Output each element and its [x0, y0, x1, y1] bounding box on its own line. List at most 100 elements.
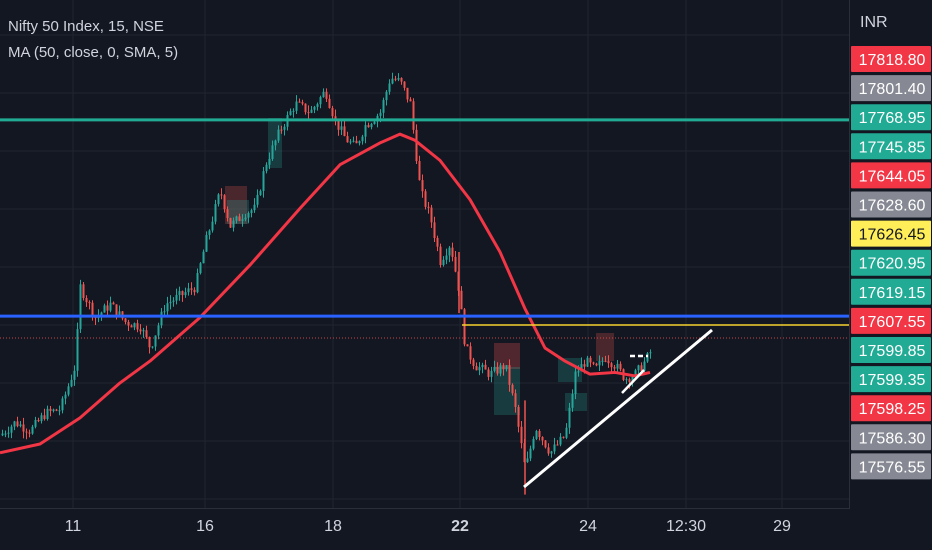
candle-body [232, 220, 235, 228]
candle-body [388, 83, 391, 92]
candle-body [517, 406, 520, 427]
candle-body [472, 359, 475, 366]
price-label-text: 17628.60 [859, 198, 926, 215]
candle-body [265, 164, 268, 172]
candle-body [64, 394, 67, 399]
candle-body [142, 330, 145, 332]
candle-body [28, 432, 31, 434]
candle-body [331, 107, 334, 117]
candle-body [109, 302, 112, 311]
candle-body [1, 433, 4, 436]
candle-body [292, 110, 295, 112]
candle-body [247, 213, 250, 218]
candle-body [163, 311, 166, 313]
candle-body [241, 219, 244, 221]
candle-body [271, 145, 274, 159]
grid [0, 0, 849, 508]
candle-body [403, 81, 406, 88]
time-label: 16 [196, 518, 214, 535]
candle-body [574, 371, 577, 395]
candle-body [448, 247, 451, 256]
candle-body [310, 109, 313, 113]
candle-body [280, 129, 283, 131]
candle-body [463, 309, 466, 345]
candle-body [400, 78, 403, 82]
price-label-text: 17745.85 [859, 139, 926, 156]
candle-body [394, 78, 397, 80]
candle-body [487, 369, 490, 377]
candle-body [283, 126, 286, 130]
candle-body [343, 126, 346, 137]
candle-body [46, 408, 49, 420]
candle-body [640, 365, 643, 371]
candle-body [385, 91, 388, 101]
candle-body [445, 255, 448, 260]
moving-average [0, 132, 651, 455]
candle-body [181, 291, 184, 296]
candle-body [16, 421, 19, 427]
candle-body [595, 363, 598, 366]
candle-body [307, 112, 310, 114]
candle-body [598, 360, 601, 366]
candle-body [328, 98, 331, 108]
candle-body [544, 440, 547, 448]
time-label: 12:30 [666, 518, 706, 535]
candle-body [547, 447, 550, 454]
candle-body [175, 294, 178, 301]
candle-body [61, 398, 64, 411]
price-label-box [851, 46, 931, 72]
candle-body [637, 365, 640, 371]
price-label-box [851, 104, 931, 131]
candle-body [148, 337, 151, 348]
candle-body [220, 194, 223, 196]
candle-body [442, 259, 445, 266]
candle-body [226, 209, 229, 218]
candle-body [115, 304, 118, 316]
price-label-text: 17598.25 [859, 401, 926, 418]
candle-body [601, 360, 604, 362]
time-label: 18 [324, 518, 342, 535]
candle-body [223, 195, 226, 210]
time-label: 29 [773, 518, 791, 535]
small-trendline [621, 369, 645, 394]
price-label-text: 17620.95 [859, 256, 926, 273]
candle-body [217, 194, 220, 205]
candle-body [85, 298, 88, 303]
candle-body [628, 379, 631, 383]
candle-body [298, 101, 301, 103]
price-label-box [851, 278, 931, 305]
candle-body [526, 458, 529, 463]
candle-body [532, 438, 535, 449]
candle-body [7, 432, 10, 434]
candle-body [589, 357, 592, 363]
candle-body [586, 357, 589, 367]
candle-body [289, 111, 292, 116]
candle-body [133, 323, 136, 328]
candle-body [355, 140, 358, 144]
candle-body [70, 379, 73, 387]
candle-body [22, 424, 25, 432]
price-label-box [851, 453, 931, 480]
candle-body [505, 365, 508, 370]
candle-body [436, 238, 439, 247]
time-label: 22 [451, 518, 469, 535]
time-axis[interactable]: 11 16 18 22 24 12:30 29 [0, 508, 850, 550]
candle-body [571, 394, 574, 408]
candle-body [418, 161, 421, 181]
candle-body [415, 129, 418, 162]
candle-body [196, 273, 199, 293]
candle-body [34, 420, 37, 427]
candle-body [610, 363, 613, 368]
candle-body [583, 364, 586, 367]
candle-body [82, 284, 85, 299]
candle-body [25, 431, 28, 433]
candle-body [367, 125, 370, 128]
candle-body [295, 101, 298, 111]
price-axis[interactable]: INR 17818.80 17801.40 17768.95 17745.85 17644… [849, 0, 932, 550]
candle-body [151, 346, 154, 348]
candle-body [193, 289, 196, 293]
candle-body [625, 379, 628, 381]
candle-body [106, 305, 109, 311]
